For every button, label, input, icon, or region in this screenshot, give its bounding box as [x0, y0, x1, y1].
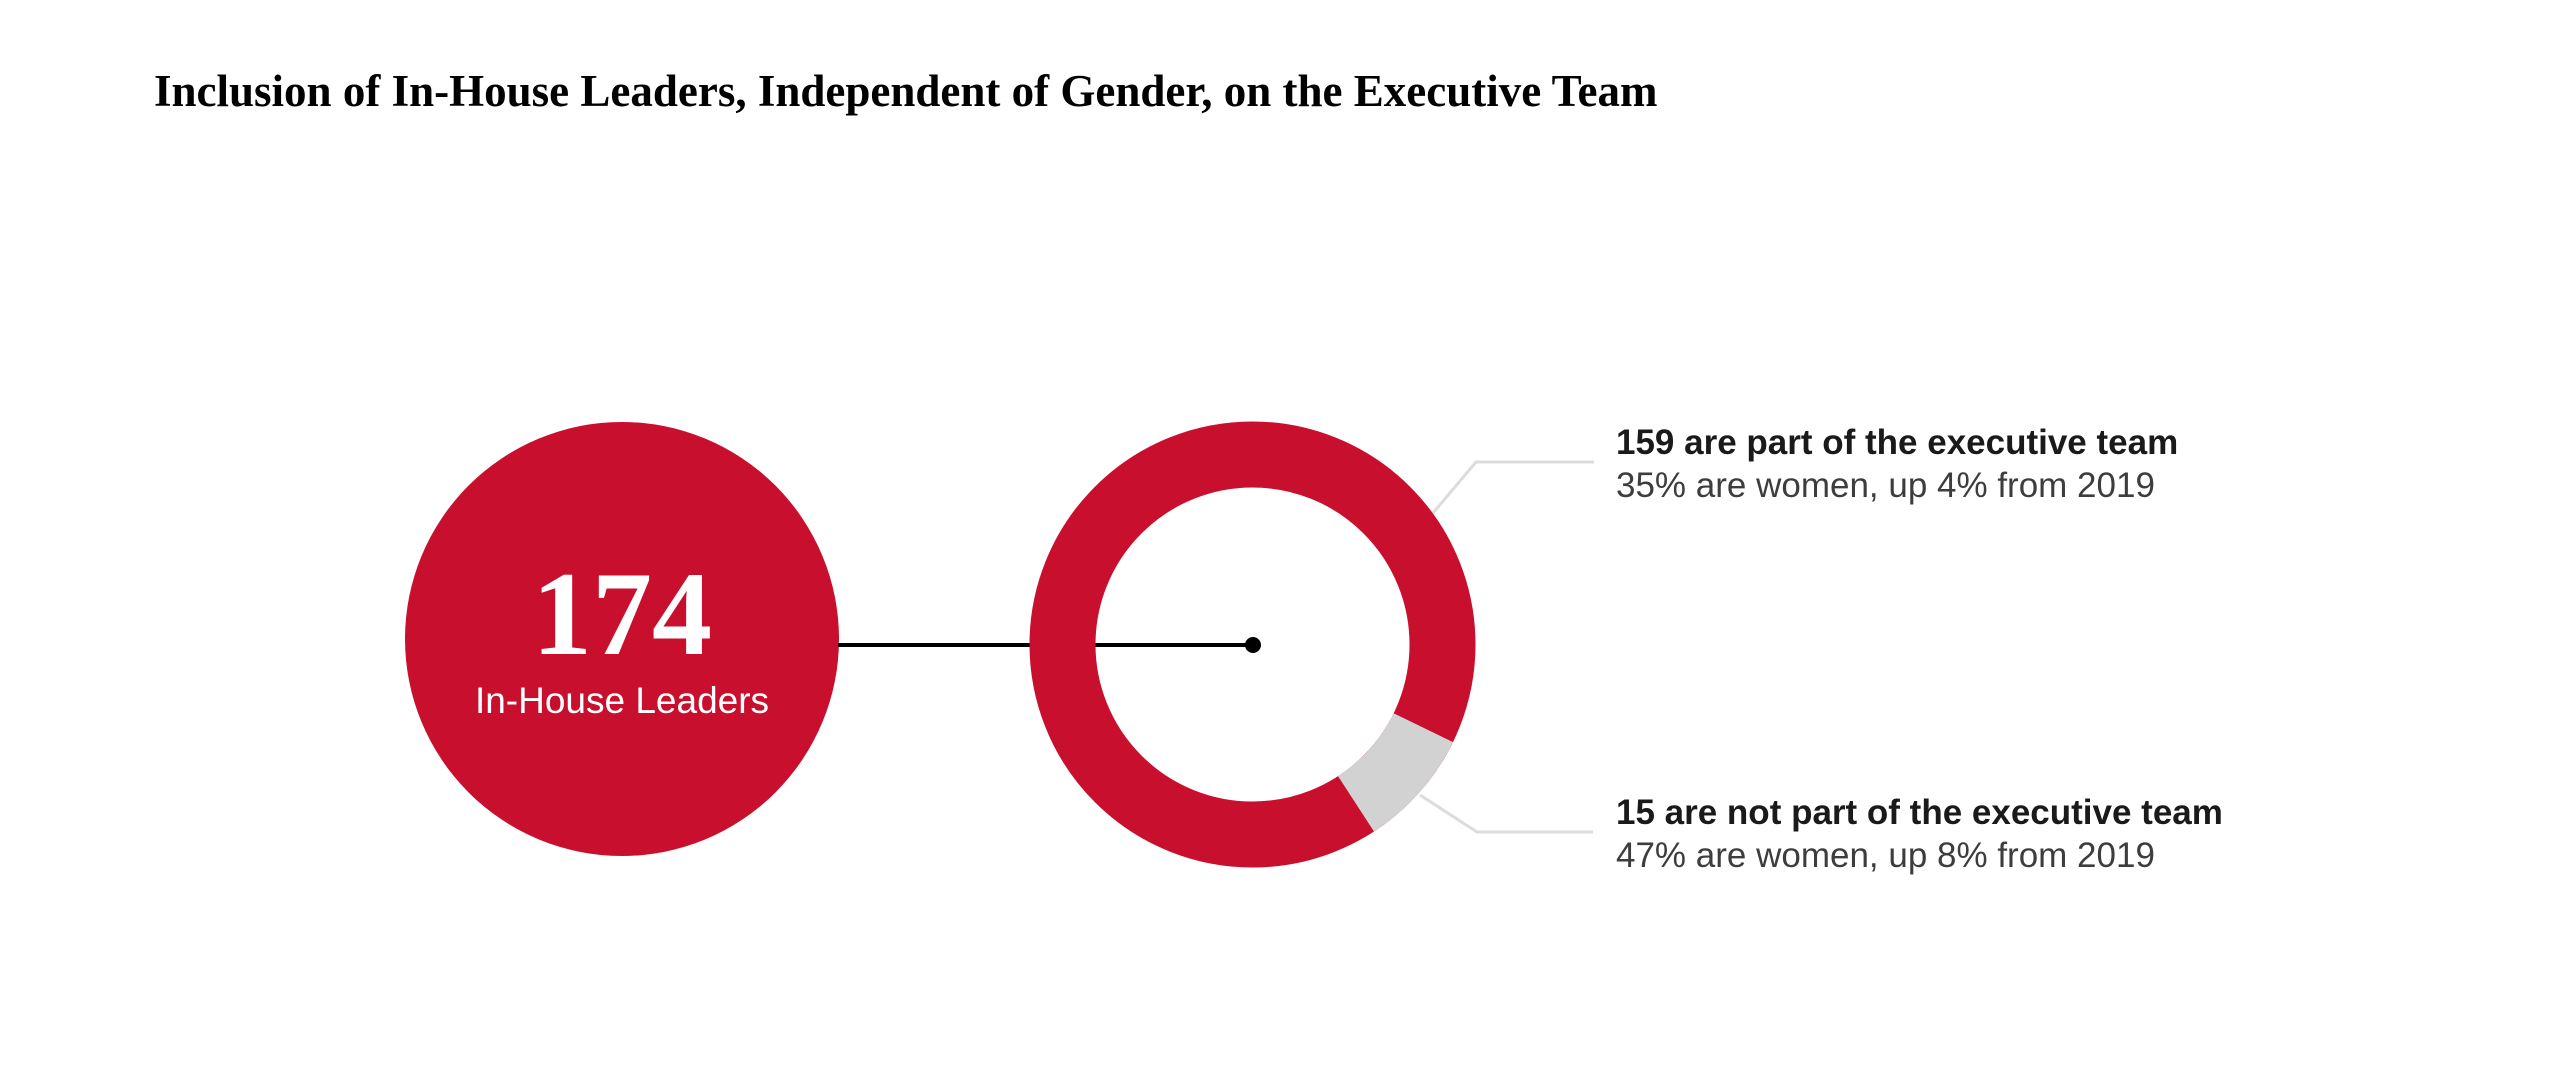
leader-dot [1245, 637, 1261, 653]
donut-red-segment [1029, 421, 1476, 868]
total-circle [405, 422, 839, 856]
total-value: 174 [532, 547, 712, 680]
total-label: In-House Leaders [474, 680, 770, 721]
annotation-top-subline: 35% are women, up 4% from 2019 [1616, 466, 2155, 505]
annotation-not-executive-team: 15 are not part of the executive team 47… [1616, 795, 2223, 873]
annotation-bottom-subline: 47% are women, up 8% from 2019 [1616, 836, 2155, 875]
donut-gray-segment [1337, 712, 1453, 832]
callout-connector-bottom [1419, 793, 1593, 834]
annotation-top-headline: 159 are part of the executive team [1616, 423, 2179, 462]
callout-connector-top [1431, 460, 1594, 514]
annotation-bottom-headline: 15 are not part of the executive team [1616, 793, 2223, 832]
chart-title: Inclusion of In-House Leaders, Independe… [154, 66, 1658, 116]
annotation-executive-team: 159 are part of the executive team 35% a… [1616, 425, 2178, 503]
